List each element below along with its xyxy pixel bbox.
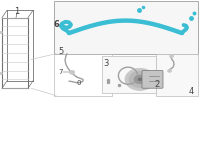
FancyBboxPatch shape — [142, 71, 163, 88]
Text: 6: 6 — [53, 20, 59, 30]
Text: 4: 4 — [188, 87, 194, 96]
Circle shape — [138, 78, 142, 81]
Text: 1: 1 — [14, 7, 20, 16]
Circle shape — [0, 31, 3, 34]
Circle shape — [69, 70, 75, 74]
Bar — [54, 1, 198, 54]
Circle shape — [168, 69, 172, 72]
Text: 0: 0 — [77, 80, 81, 86]
Circle shape — [129, 71, 151, 87]
Bar — [54, 54, 112, 96]
Circle shape — [170, 55, 174, 58]
Text: 3: 3 — [103, 59, 108, 68]
Text: 2: 2 — [154, 80, 160, 90]
Circle shape — [125, 68, 155, 90]
Bar — [102, 56, 156, 93]
Circle shape — [134, 75, 146, 84]
Text: 5: 5 — [58, 47, 64, 56]
Bar — [156, 54, 198, 96]
Text: 7: 7 — [59, 69, 63, 75]
Circle shape — [0, 72, 3, 75]
